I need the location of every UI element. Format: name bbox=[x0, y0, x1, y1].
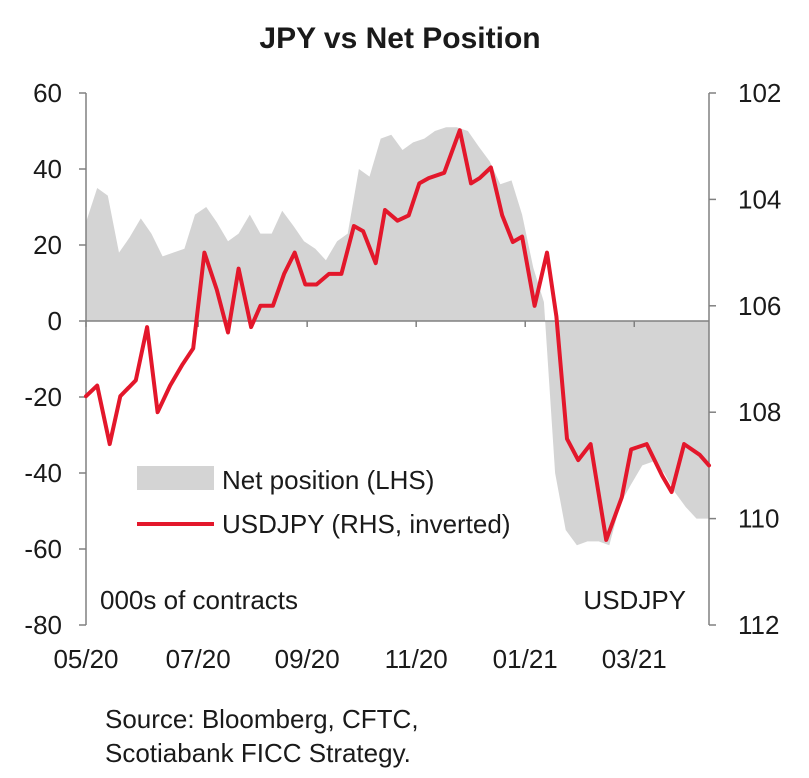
left-axis-label: 000s of contracts bbox=[100, 585, 298, 615]
source-line-2: Scotiabank FICC Strategy. bbox=[105, 738, 411, 768]
left-tick-label: -40 bbox=[24, 458, 62, 488]
source-line-1: Source: Bloomberg, CFTC, bbox=[105, 704, 419, 734]
left-tick-label: 0 bbox=[48, 306, 62, 336]
usdjpy-line-layer bbox=[84, 128, 711, 542]
x-tick-label: 09/20 bbox=[275, 644, 340, 674]
right-tick-label: 102 bbox=[738, 78, 781, 108]
usdjpy-line bbox=[84, 128, 711, 542]
right-tick-label: 106 bbox=[738, 291, 781, 321]
axes: 60 40 20 0 -20 -40 -60 -80 102 104 106 108 110 112 05/… bbox=[24, 78, 781, 674]
net-position-area-layer bbox=[86, 127, 709, 546]
left-tick-label: -80 bbox=[24, 610, 62, 640]
left-tick-label: 60 bbox=[33, 78, 62, 108]
right-axis-label: USDJPY bbox=[583, 585, 686, 615]
right-tick-label: 110 bbox=[738, 504, 779, 534]
left-tick-label: -60 bbox=[24, 534, 62, 564]
x-tick-label: 01/21 bbox=[493, 644, 558, 674]
left-tick-label: -20 bbox=[24, 382, 62, 412]
left-tick-label: 20 bbox=[33, 230, 62, 260]
x-tick-label: 11/20 bbox=[385, 644, 448, 674]
chart-title: JPY vs Net Position bbox=[259, 22, 540, 55]
x-tick-label: 03/21 bbox=[602, 644, 667, 674]
right-tick-label: 104 bbox=[738, 184, 781, 214]
left-tick-label: 40 bbox=[33, 154, 62, 184]
right-tick-label: 108 bbox=[738, 397, 781, 427]
legend-label-net-position: Net position (LHS) bbox=[222, 465, 434, 495]
legend: Net position (LHS) USDJPY (RHS, inverted… bbox=[137, 465, 511, 539]
legend-swatch-net-position bbox=[137, 466, 214, 490]
x-tick-label: 07/20 bbox=[166, 644, 231, 674]
x-tick-label: 05/20 bbox=[53, 644, 118, 674]
net-position-area bbox=[86, 127, 709, 546]
legend-label-usdjpy: USDJPY (RHS, inverted) bbox=[222, 509, 511, 539]
right-tick-label: 112 bbox=[738, 610, 779, 640]
